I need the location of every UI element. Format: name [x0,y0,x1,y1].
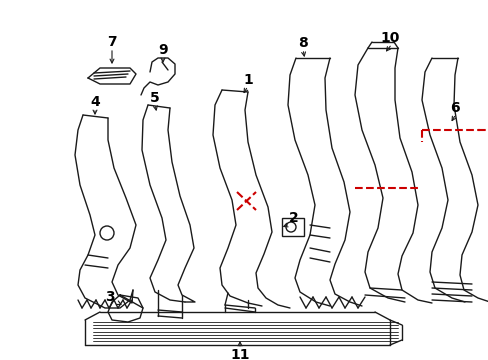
Text: 8: 8 [298,36,307,50]
Text: 7: 7 [107,35,117,49]
Text: 4: 4 [90,95,100,109]
Text: 5: 5 [150,91,160,105]
Text: 1: 1 [243,73,252,87]
Text: 2: 2 [288,211,298,225]
Text: 6: 6 [449,101,459,115]
Text: 10: 10 [380,31,399,45]
Text: 11: 11 [230,348,249,360]
Text: 9: 9 [158,43,167,57]
Text: 3: 3 [105,290,115,304]
Bar [282,218,304,236]
